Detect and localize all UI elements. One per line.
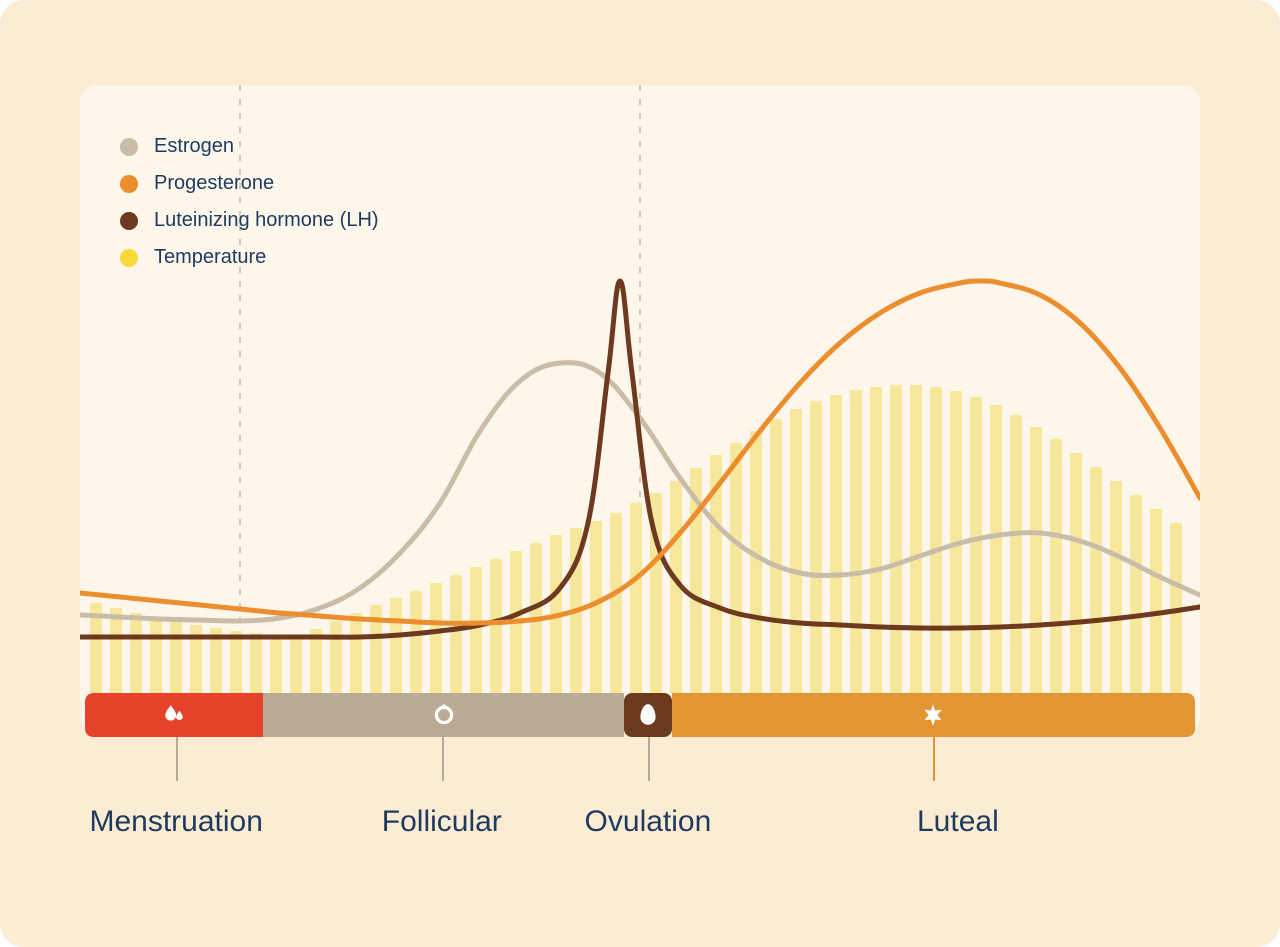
temperature-bar: [750, 431, 762, 693]
temperature-bar: [610, 513, 622, 693]
temperature-bar: [230, 631, 242, 693]
outer-card: Estrogen Progesterone Luteinizing hormone …: [0, 0, 1280, 947]
temperature-bar: [130, 613, 142, 693]
temperature-bar: [730, 443, 742, 693]
phase-ovulation: [624, 693, 672, 737]
temperature-bar: [990, 405, 1002, 693]
legend-dot-icon: [120, 249, 138, 267]
legend: Estrogen Progesterone Luteinizing hormone …: [120, 135, 379, 269]
temperature-bar: [1130, 495, 1142, 693]
phase-tick: [176, 737, 178, 781]
legend-label: Progesterone: [154, 172, 274, 195]
temperature-bar: [450, 575, 462, 693]
temperature-bar: [150, 617, 162, 693]
phase-bar: [85, 693, 1195, 737]
star-icon: [920, 702, 946, 728]
temperature-bar: [330, 621, 342, 693]
temperature-bar: [830, 395, 842, 693]
legend-dot-icon: [120, 175, 138, 193]
drops-icon: [161, 702, 187, 728]
ring-icon: [431, 702, 457, 728]
temperature-bar: [870, 387, 882, 693]
temperature-bar: [390, 598, 402, 693]
temperature-bar: [1150, 509, 1162, 693]
temperature-bar: [770, 419, 782, 693]
temperature-bar: [850, 390, 862, 693]
temperature-bar: [250, 633, 262, 693]
temperature-bar: [290, 637, 302, 693]
temperature-bar: [1090, 467, 1102, 693]
temperature-bar: [490, 559, 502, 693]
phase-label-ovulation: Ovulation: [585, 805, 712, 839]
phase-follicular: [263, 693, 624, 737]
temperature-bar: [1110, 481, 1122, 693]
temperature-bar: [1070, 453, 1082, 693]
temperature-bar: [430, 583, 442, 693]
legend-dot-icon: [120, 138, 138, 156]
phase-luteal: [672, 693, 1195, 737]
egg-icon: [635, 702, 661, 728]
legend-item: Temperature: [120, 246, 379, 269]
phase-label-luteal: Luteal: [917, 805, 999, 839]
temperature-bar: [270, 635, 282, 693]
phase-label-menstruation: Menstruation: [89, 805, 262, 839]
temperature-bar: [350, 613, 362, 693]
temperature-bar: [170, 621, 182, 693]
phase-tick: [933, 737, 935, 781]
phase-tick: [648, 737, 650, 781]
temperature-bar: [1050, 439, 1062, 693]
temperature-bar: [790, 409, 802, 693]
phase-menstruation: [85, 693, 263, 737]
legend-dot-icon: [120, 212, 138, 230]
phase-label-follicular: Follicular: [382, 805, 502, 839]
legend-item: Progesterone: [120, 172, 379, 195]
temperature-bar: [470, 567, 482, 693]
legend-label: Temperature: [154, 246, 266, 269]
temperature-bar: [970, 397, 982, 693]
temperature-bar: [810, 401, 822, 693]
legend-label: Luteinizing hormone (LH): [154, 209, 379, 232]
legend-label: Estrogen: [154, 135, 234, 158]
temperature-bar: [630, 503, 642, 693]
temperature-bar: [1010, 415, 1022, 693]
phase-tick: [442, 737, 444, 781]
temperature-bar: [110, 608, 122, 693]
temperature-bar: [1030, 427, 1042, 693]
temperature-bar: [910, 385, 922, 693]
temperature-bar: [930, 387, 942, 693]
temperature-bar: [890, 385, 902, 693]
legend-item: Estrogen: [120, 135, 379, 158]
temperature-bar: [410, 591, 422, 693]
legend-item: Luteinizing hormone (LH): [120, 209, 379, 232]
chart-panel: Estrogen Progesterone Luteinizing hormone …: [80, 85, 1200, 733]
